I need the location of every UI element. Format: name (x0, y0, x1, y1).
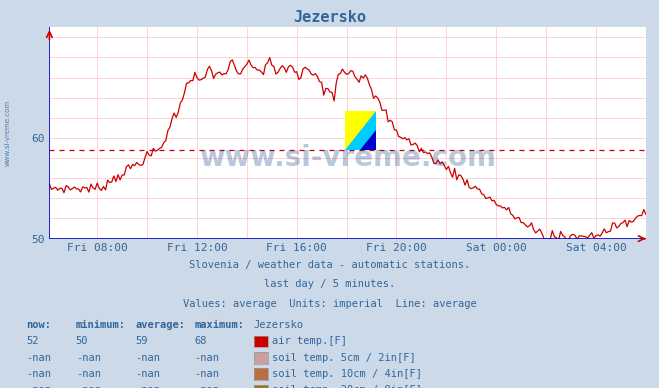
Polygon shape (360, 130, 376, 150)
Text: -nan: -nan (26, 353, 51, 363)
Text: Jezersko: Jezersko (254, 320, 304, 330)
Text: -nan: -nan (194, 369, 219, 379)
Text: -nan: -nan (194, 385, 219, 388)
Polygon shape (345, 111, 376, 150)
Text: air temp.[F]: air temp.[F] (272, 336, 347, 346)
Text: -nan: -nan (194, 353, 219, 363)
Text: Values: average  Units: imperial  Line: average: Values: average Units: imperial Line: av… (183, 299, 476, 309)
Polygon shape (345, 111, 376, 150)
Text: 68: 68 (194, 336, 207, 346)
Text: Jezersko: Jezersko (293, 10, 366, 25)
Text: -nan: -nan (26, 385, 51, 388)
Text: -nan: -nan (26, 369, 51, 379)
Text: 59: 59 (135, 336, 148, 346)
Text: -nan: -nan (76, 353, 101, 363)
Text: -nan: -nan (135, 385, 160, 388)
Text: soil temp. 10cm / 4in[F]: soil temp. 10cm / 4in[F] (272, 369, 422, 379)
Text: 52: 52 (26, 336, 39, 346)
Text: average:: average: (135, 320, 185, 330)
Text: www.si-vreme.com: www.si-vreme.com (199, 144, 496, 172)
Text: -nan: -nan (135, 353, 160, 363)
Text: last day / 5 minutes.: last day / 5 minutes. (264, 279, 395, 289)
Text: -nan: -nan (76, 369, 101, 379)
Text: -nan: -nan (76, 385, 101, 388)
Text: minimum:: minimum: (76, 320, 126, 330)
Text: maximum:: maximum: (194, 320, 244, 330)
Text: soil temp. 20cm / 8in[F]: soil temp. 20cm / 8in[F] (272, 385, 422, 388)
Text: now:: now: (26, 320, 51, 330)
Text: soil temp. 5cm / 2in[F]: soil temp. 5cm / 2in[F] (272, 353, 416, 363)
Text: 50: 50 (76, 336, 88, 346)
Text: -nan: -nan (135, 369, 160, 379)
Text: www.si-vreme.com: www.si-vreme.com (5, 100, 11, 166)
Text: Slovenia / weather data - automatic stations.: Slovenia / weather data - automatic stat… (189, 260, 470, 270)
